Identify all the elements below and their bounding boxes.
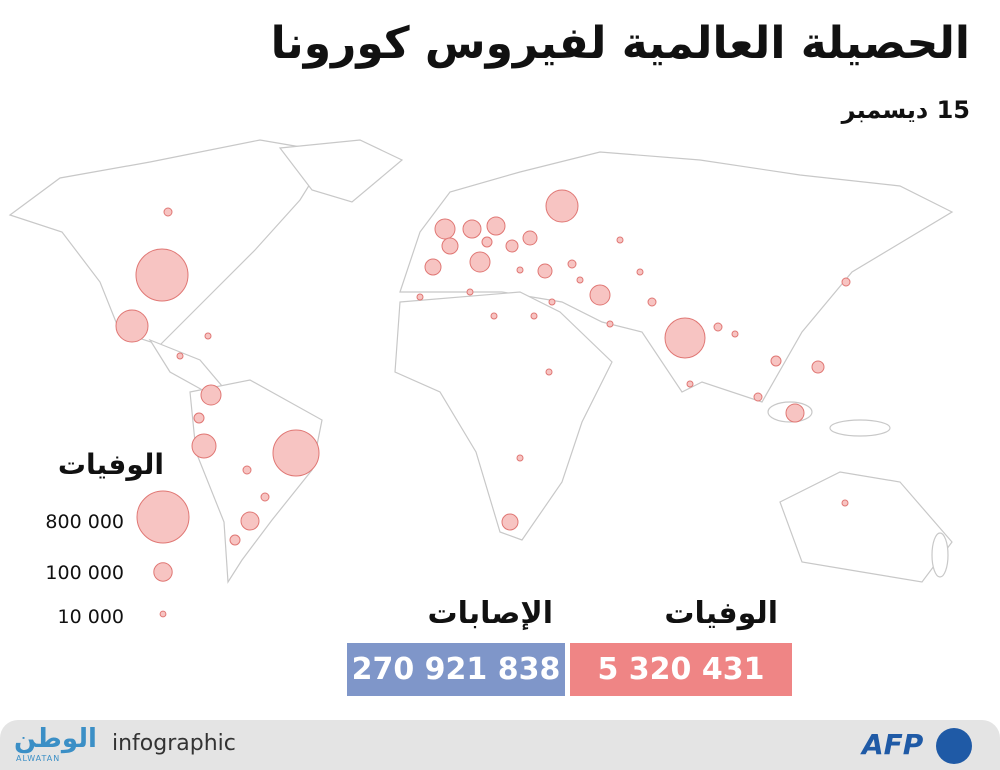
country-bubbles xyxy=(115,189,851,546)
deaths-label: الوفيات xyxy=(664,596,778,631)
legend-circles xyxy=(136,490,190,618)
footer: الوطن ALWATAN infographic AFP xyxy=(0,720,1000,770)
country-bubble xyxy=(537,263,553,279)
country-bubble xyxy=(469,251,491,273)
tag: infographic xyxy=(112,731,236,756)
country-bubble xyxy=(193,412,205,424)
country-bubble xyxy=(240,511,260,531)
legend-title: الوفيات xyxy=(57,448,164,481)
country-bubble xyxy=(416,293,424,301)
country-bubble xyxy=(664,317,706,359)
country-bubble xyxy=(713,322,723,332)
deaths-value: 5 320 431 xyxy=(570,643,792,696)
country-bubble xyxy=(770,355,782,367)
legend-label: 800 000 xyxy=(45,511,124,533)
legend-circle xyxy=(159,610,167,618)
country-bubble xyxy=(481,236,493,248)
country-bubble xyxy=(567,259,577,269)
country-bubble xyxy=(176,352,184,360)
island xyxy=(931,532,949,578)
country-bubble xyxy=(272,429,320,477)
greenland xyxy=(278,139,404,203)
africa xyxy=(394,291,613,541)
country-bubble xyxy=(191,433,217,459)
country-bubble xyxy=(841,499,849,507)
country-bubble xyxy=(501,513,519,531)
country-bubble xyxy=(731,330,739,338)
legend-circle xyxy=(136,490,190,544)
legend-circle xyxy=(153,562,173,582)
north-america xyxy=(8,139,331,346)
continents xyxy=(8,139,954,584)
legend-label: 10 000 xyxy=(57,606,124,628)
cases-value: 270 921 838 xyxy=(347,643,565,696)
central-america xyxy=(148,338,224,393)
country-bubble xyxy=(490,312,498,320)
country-bubble xyxy=(686,380,694,388)
country-bubble xyxy=(462,219,482,239)
country-bubble xyxy=(811,360,825,374)
country-bubble xyxy=(441,237,459,255)
country-bubble xyxy=(229,534,241,546)
cases-label: الإصابات xyxy=(427,596,553,631)
country-bubble xyxy=(204,332,212,340)
country-bubble xyxy=(200,384,222,406)
country-bubble xyxy=(505,239,519,253)
country-bubble xyxy=(548,298,556,306)
australia xyxy=(779,471,953,583)
logo-sub: ALWATAN xyxy=(16,754,61,763)
south-america xyxy=(189,379,323,584)
country-bubble xyxy=(647,297,657,307)
country-bubble xyxy=(785,403,805,423)
country-bubble xyxy=(516,454,524,462)
country-bubble xyxy=(115,309,149,343)
country-bubble xyxy=(545,189,579,223)
country-bubble xyxy=(242,465,252,475)
country-bubble xyxy=(589,284,611,306)
country-bubble xyxy=(606,320,614,328)
country-bubble xyxy=(576,276,584,284)
agency-dot xyxy=(936,728,972,764)
legend-label: 100 000 xyxy=(45,562,124,584)
country-bubble xyxy=(260,492,270,502)
country-bubble xyxy=(636,268,644,276)
island xyxy=(829,419,891,437)
country-bubble xyxy=(753,392,763,402)
country-bubble xyxy=(135,248,189,302)
country-bubble xyxy=(163,207,173,217)
country-bubble xyxy=(530,312,538,320)
country-bubble xyxy=(841,277,851,287)
map xyxy=(8,139,954,618)
logo: الوطن xyxy=(14,724,97,754)
country-bubble xyxy=(486,216,506,236)
agency: AFP xyxy=(862,728,924,761)
date: 15 ديسمبر xyxy=(841,96,970,124)
country-bubble xyxy=(616,236,624,244)
country-bubble xyxy=(424,258,442,276)
country-bubble xyxy=(516,266,524,274)
country-bubble xyxy=(522,230,538,246)
country-bubble xyxy=(434,218,456,240)
country-bubble xyxy=(466,288,474,296)
country-bubble xyxy=(545,368,553,376)
title: الحصيلة العالمية لفيروس كورونا xyxy=(270,18,970,69)
